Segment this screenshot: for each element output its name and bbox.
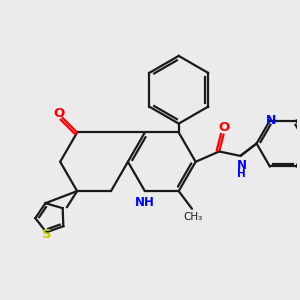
Text: O: O <box>218 122 229 134</box>
Text: S: S <box>42 228 51 241</box>
Text: NH: NH <box>135 196 155 209</box>
Text: CH₃: CH₃ <box>184 212 203 222</box>
Text: O: O <box>53 107 64 120</box>
Text: N: N <box>237 159 247 172</box>
Text: N: N <box>266 114 277 127</box>
Text: H: H <box>238 169 246 179</box>
